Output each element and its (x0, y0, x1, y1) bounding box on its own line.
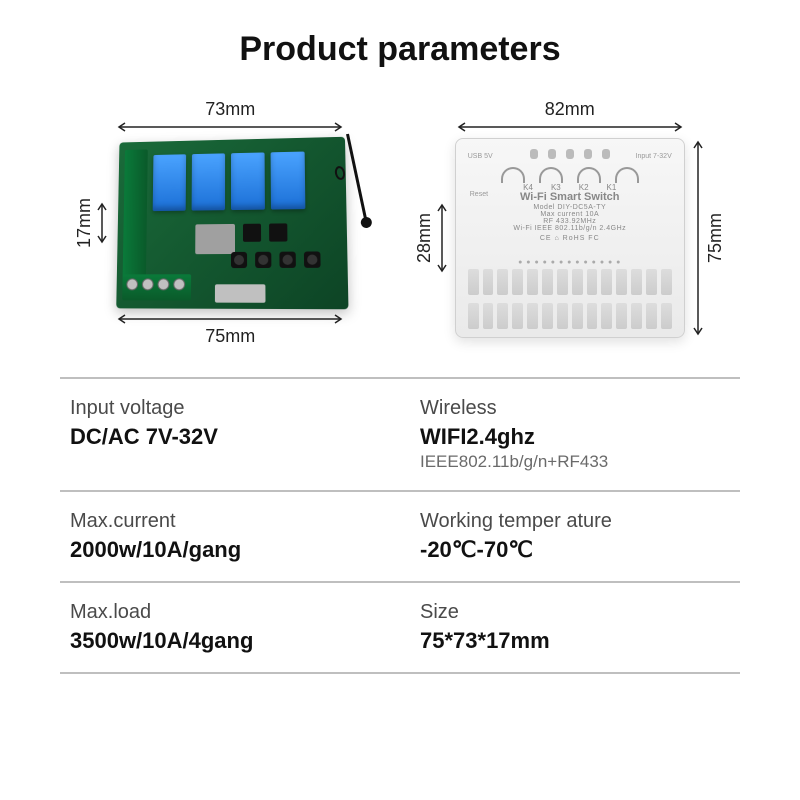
spec-note: IEEE802.11b/g/n+RF433 (420, 452, 730, 472)
product-images-row: 73mm 17mm (60, 99, 740, 347)
enc-input-label: Input 7-32V (636, 153, 672, 160)
dim-arrow-icon (115, 314, 345, 324)
enclosure-band-dim: 28mm (414, 213, 435, 263)
spec-value: 2000w/10A/gang (70, 537, 380, 563)
spec-value: DC/AC 7V-32V (70, 424, 380, 450)
enclosure-block: 82mm 28mm USB 5V Input 7 (414, 99, 726, 338)
spec-label: Input voltage (70, 397, 380, 420)
dim-arrow-icon (115, 122, 345, 132)
enclosure-width-dim: 82mm (545, 99, 595, 120)
spec-value: WIFI2.4ghz (420, 424, 730, 450)
spec-value: 3500w/10A/4gang (70, 628, 380, 654)
spec-row: Max.current 2000w/10A/gang Working tempe… (60, 492, 740, 583)
spec-label: Size (420, 601, 730, 624)
enc-model: Model DIY-DC5A-TY (456, 204, 684, 211)
enc-wifi: Wi-Fi IEEE 802.11b/g/n 2.4GHz (456, 225, 684, 232)
spec-label: Max.current (70, 510, 380, 533)
enc-usb-label: USB 5V (468, 153, 493, 160)
dim-arrow-icon (455, 122, 685, 132)
enc-ce: CE ⌂ RoHS FC (456, 235, 684, 242)
pcb-graphic (115, 138, 345, 308)
enclosure-graphic: USB 5V Input 7-32V K4 K3 K2 K1 Reset Wi-… (455, 138, 685, 338)
spec-row: Input voltage DC/AC 7V-32V Wireless WIFI… (60, 379, 740, 492)
enc-current: Max current 10A (456, 211, 684, 218)
dim-arrow-icon (437, 201, 447, 275)
spec-label: Wireless (420, 397, 730, 420)
pcb-width-dim: 73mm (205, 99, 255, 120)
antenna-icon (346, 134, 368, 223)
enclosure-depth-dim: 75mm (705, 213, 726, 263)
spec-label: Max.load (70, 601, 380, 624)
dim-arrow-icon (97, 200, 107, 246)
pcb-depth-dim: 75mm (205, 326, 255, 347)
pcb-block: 73mm 17mm (74, 99, 345, 347)
spec-value: 75*73*17mm (420, 628, 730, 654)
spec-label: Working temper ature (420, 510, 730, 533)
spec-table: Input voltage DC/AC 7V-32V Wireless WIFI… (60, 377, 740, 674)
enc-title: Wi-Fi Smart Switch (456, 191, 684, 203)
spec-row: Max.load 3500w/10A/4gang Size 75*73*17mm (60, 583, 740, 674)
dim-arrow-icon (693, 138, 703, 338)
pcb-height-dim: 17mm (74, 198, 95, 248)
enc-rf: RF 433.92MHz (456, 218, 684, 225)
spec-value: -20℃-70℃ (420, 537, 730, 563)
page-title: Product parameters (60, 30, 740, 69)
